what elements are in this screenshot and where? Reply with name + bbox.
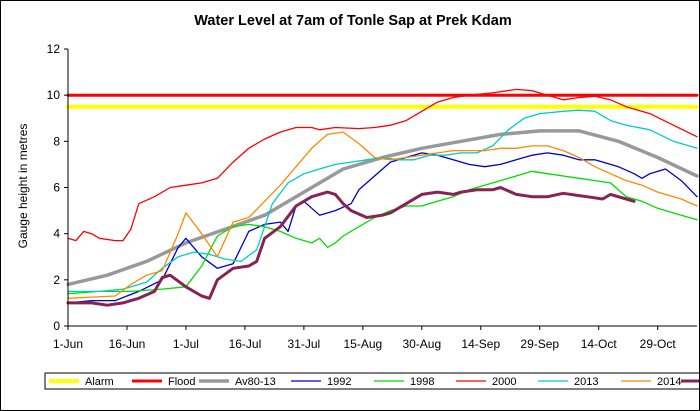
chart-title: Water Level at 7am of Tonle Sap at Prek … [194, 13, 512, 29]
x-tick-label: 30-Aug [402, 337, 441, 351]
x-tick-label: 15-Aug [343, 337, 382, 351]
x-tick-label: 1-Jun [53, 337, 83, 351]
legend-label: 1998 [410, 376, 434, 388]
legend-label: 2013 [574, 376, 598, 388]
series-line-2015 [66, 186, 636, 307]
series-line-2013 [67, 109, 698, 293]
x-tick-label: 14-Oct [581, 337, 618, 351]
series-line-2014 [67, 131, 698, 299]
series-line-1992 [67, 152, 698, 304]
legend-label: 2014 [657, 376, 681, 388]
x-tick-label: 16-Jul [229, 337, 262, 351]
x-tick-label: 14-Sep [461, 337, 500, 351]
series-line-1998 [67, 170, 698, 295]
x-tick-label: 29-Sep [520, 337, 559, 351]
legend-label: Flood [168, 376, 196, 388]
legend-label: Av80-13 [235, 376, 276, 388]
x-tick-label: 16-Jun [109, 337, 146, 351]
legend-box [44, 372, 699, 390]
y-tick-label: 12 [47, 42, 61, 56]
y-tick-label: 2 [53, 273, 60, 287]
y-tick-label: 4 [53, 227, 60, 241]
x-tick-label: 1-Jul [173, 337, 199, 351]
legend-label: Alarm [85, 376, 114, 388]
y-tick-label: 8 [53, 134, 60, 148]
y-tick-label: 0 [53, 319, 60, 333]
series-line-av80-13 [66, 129, 699, 287]
y-tick-label: 10 [47, 88, 61, 102]
plot-area [68, 49, 697, 326]
y-tick-label: 6 [53, 181, 60, 195]
x-tick-label: 31-Jul [288, 337, 321, 351]
legend-label: 2000 [492, 376, 516, 388]
series-line-2000 [67, 88, 698, 242]
y-axis-label: Gauge height in metres [16, 124, 30, 249]
x-tick-label: 29-Oct [640, 337, 677, 351]
legend-label: 1992 [327, 376, 351, 388]
